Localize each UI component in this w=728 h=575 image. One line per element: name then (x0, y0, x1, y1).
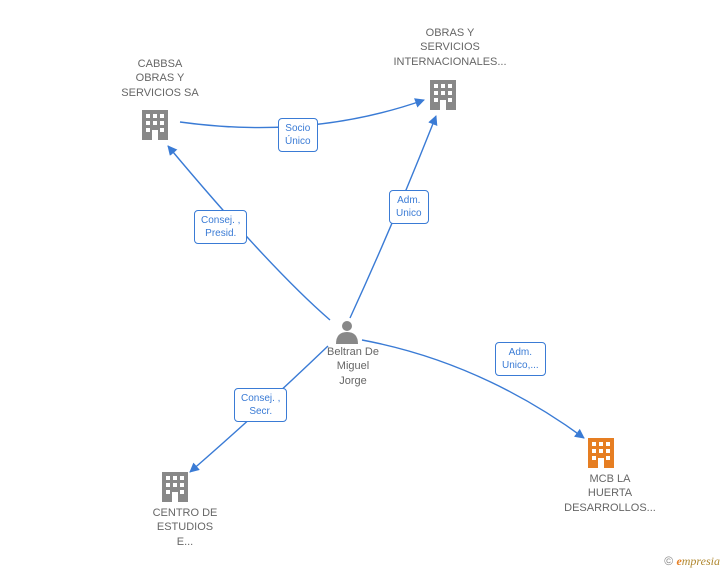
node-label-center-person: Beltran De Miguel Jorge (318, 345, 388, 388)
node-label-obras-serv: OBRAS Y SERVICIOS INTERNACIONALES... (380, 26, 520, 69)
building-icon (142, 110, 168, 140)
building-icon (430, 80, 456, 110)
brand-rest: mpresia (682, 554, 720, 568)
building-icon (162, 472, 188, 502)
copyright-symbol: © (664, 554, 673, 568)
node-label-centro-estudios: CENTRO DE ESTUDIOS E... (140, 506, 230, 549)
building-icon (588, 438, 614, 468)
edge-label-consej-presid: Consej. , Presid. (194, 210, 247, 244)
node-label-mcb: MCB LA HUERTA DESARROLLOS... (555, 472, 665, 515)
footer-copyright: © empresia (664, 554, 720, 569)
edge-label-adm-unico-mcb: Adm. Unico,... (495, 342, 546, 376)
person-icon (336, 321, 358, 344)
edge-label-adm-unico-obras: Adm. Unico (389, 190, 429, 224)
edge-line (168, 146, 330, 320)
edge-label-socio-unico: Socio Único (278, 118, 318, 152)
edge-line (362, 340, 584, 438)
edge-label-consej-secr: Consej. , Secr. (234, 388, 287, 422)
node-label-cabbsa: CABBSA OBRAS Y SERVICIOS SA (110, 57, 210, 100)
